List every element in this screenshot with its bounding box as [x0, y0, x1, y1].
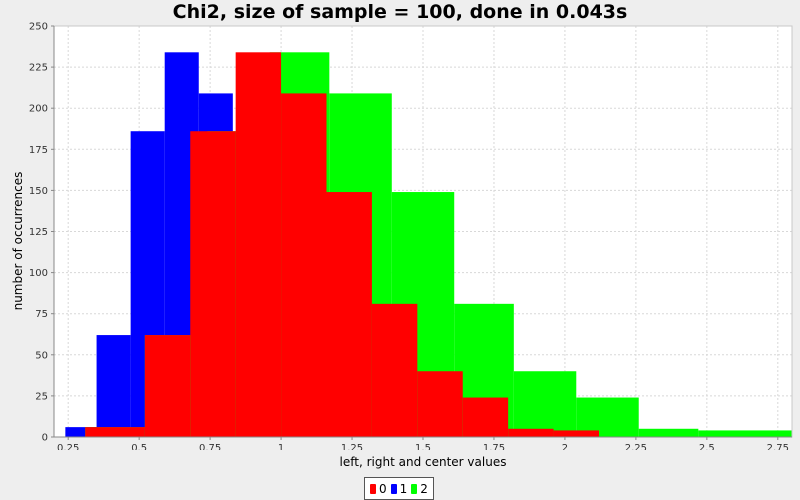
- legend-label-1: 1: [399, 481, 408, 496]
- plot-area: 0 25 50 75 100 125 150 175 200 225 250 0.25 0.5 0.75 1…: [29, 22, 793, 450]
- bar-series-0-bin-9: [508, 428, 554, 437]
- y-tick-label: 75: [35, 309, 48, 320]
- y-tick-label: 0: [42, 433, 48, 444]
- y-tick-label: 175: [29, 145, 48, 156]
- x-tick-label: 1.25: [341, 443, 363, 450]
- bar-series-0-bin-0: [85, 427, 145, 437]
- legend-item-1: 1: [390, 481, 408, 496]
- y-tick-label: 200: [29, 104, 48, 115]
- legend: 0 1 2: [364, 477, 434, 500]
- bar-series-1-bin-0: [65, 427, 97, 437]
- legend-label-0: 0: [379, 481, 387, 496]
- x-axis-label: left, right and center values: [339, 455, 507, 469]
- legend-label-2: 2: [420, 481, 428, 496]
- bar-series-2-bin-7: [513, 371, 577, 437]
- legend-swatch-1: [390, 483, 397, 494]
- bar-series-0-bin-8: [462, 397, 509, 437]
- x-tick-label: 2.5: [699, 443, 715, 450]
- x-tick-label: 1.5: [415, 443, 431, 450]
- bar-series-2-bin-9: [638, 428, 699, 437]
- axes: 0 25 50 75 100 125 150 175 200 225 250 0.25 0.5 0.75 1…: [29, 22, 793, 450]
- x-tick-label: 1.75: [483, 443, 505, 450]
- y-tick-label: 125: [29, 227, 48, 238]
- legend-swatch-0: [370, 483, 376, 494]
- x-tick-label: 2: [562, 443, 568, 450]
- histogram-bars: [65, 52, 792, 438]
- bar-series-0-bin-4: [281, 93, 327, 438]
- y-tick-label: 250: [29, 22, 48, 33]
- bar-series-0-bin-10: [553, 430, 599, 437]
- bar-series-0-bin-1: [144, 335, 191, 437]
- chart-title: Chi2, size of sample = 100, done in 0.04…: [172, 1, 628, 23]
- y-tick-label: 25: [35, 391, 48, 402]
- legend-item-2: 2: [411, 482, 428, 496]
- x-tick-label: 2.25: [625, 443, 647, 450]
- bar-series-0-bin-3: [235, 52, 282, 437]
- legend-swatch-2: [411, 483, 418, 494]
- x-tick-label: 1: [278, 443, 284, 450]
- y-tick-label: 225: [29, 63, 48, 74]
- y-tick-label: 50: [35, 350, 48, 361]
- bar-series-0-bin-6: [371, 303, 418, 437]
- bar-series-1-bin-1: [96, 335, 131, 437]
- x-tick-label: 0.5: [131, 443, 147, 450]
- x-tick-label: 0.25: [57, 443, 79, 450]
- legend-item-0: 0: [370, 482, 387, 496]
- bar-series-0-bin-7: [417, 371, 463, 437]
- y-tick-label: 100: [29, 268, 48, 279]
- y-tick-label: 150: [29, 186, 48, 197]
- x-tick-label: 0.75: [199, 443, 221, 450]
- bar-series-0-bin-2: [190, 131, 236, 437]
- bar-series-0-bin-5: [326, 192, 372, 437]
- bar-series-2-bin-10: [698, 430, 792, 437]
- x-tick-label: 2.75: [767, 443, 789, 450]
